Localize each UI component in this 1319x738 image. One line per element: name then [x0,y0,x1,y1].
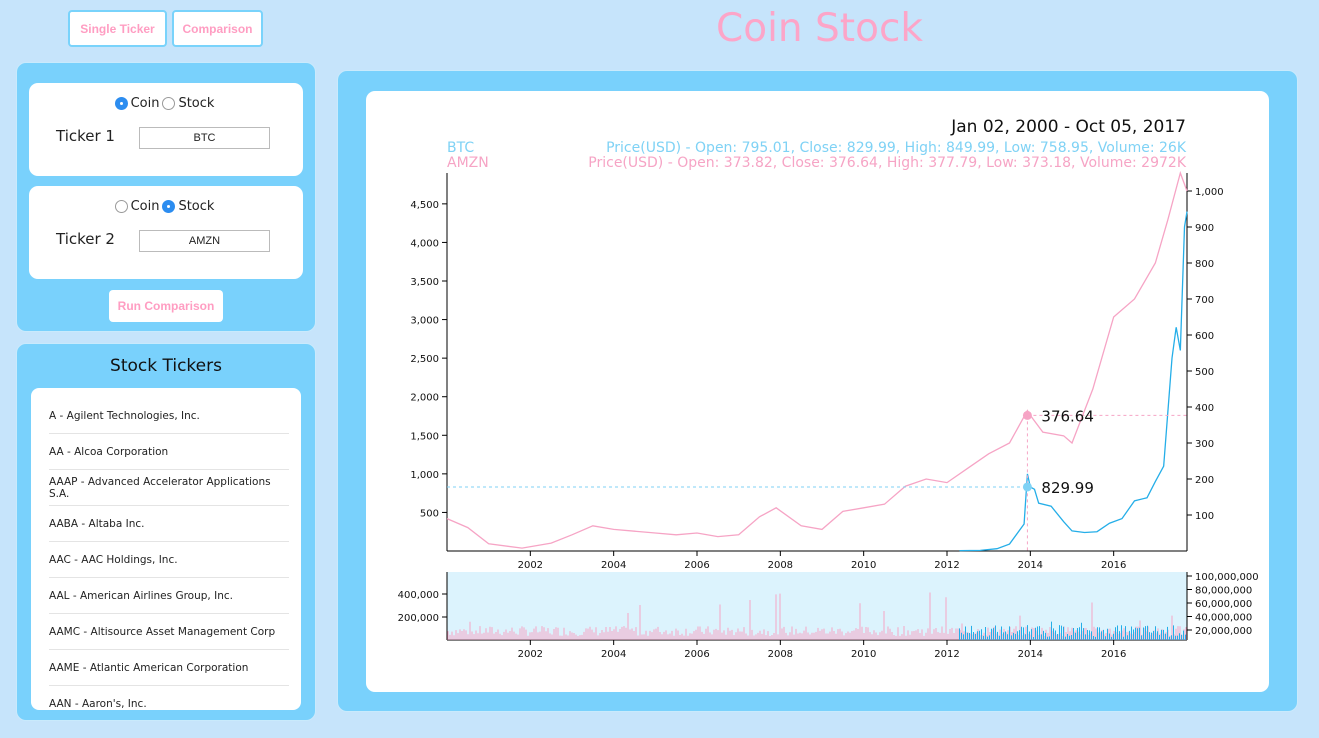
ticker-1-coin-label: Coin [130,96,160,111]
volume-x-tick-label: 2012 [934,649,959,660]
volume-right-tick-label: 40,000,000 [1195,613,1252,624]
btc-marker [1022,482,1032,492]
left-tick-label: 4,000 [410,238,439,249]
list-item[interactable]: A - Agilent Technologies, Inc. [49,398,289,434]
ticker-1-input[interactable] [139,127,270,149]
right-tick-label: 700 [1195,295,1214,306]
stock-tickers-panel: Stock Tickers A - Agilent Technologies, … [16,343,316,721]
volume-x-tick-label: 2002 [518,649,543,660]
btc-legend-name: BTC [447,140,474,156]
amzn-marker-value: 376.64 [1041,407,1094,425]
x-tick-label: 2012 [934,560,959,571]
ticker-1-stock-label: Stock [178,96,215,111]
right-tick-label: 1,000 [1195,187,1224,198]
left-tick-label: 4,500 [410,200,439,211]
amzn-marker [1022,410,1032,420]
left-tick-label: 1,500 [410,431,439,442]
list-item[interactable]: AAME - Atlantic American Corporation [49,650,289,686]
left-tick-label: 2,000 [410,393,439,404]
volume-left-tick-label: 200,000 [398,613,439,624]
amzn-price-line [446,170,1188,549]
volume-x-tick-label: 2006 [684,649,709,660]
left-tick-label: 1,000 [410,470,439,481]
x-tick-label: 2014 [1018,560,1043,571]
x-tick-label: 2004 [601,560,626,571]
x-tick-label: 2002 [518,560,543,571]
ticker-2-label: Ticker 2 [56,230,115,248]
ticker-1-stock-radio[interactable] [162,97,176,110]
price-chart[interactable]: Jan 02, 2000 - Oct 05, 2017 BTC Price(US… [366,91,1269,692]
left-tick-label: 2,500 [410,354,439,365]
stock-tickers-list[interactable]: A - Agilent Technologies, Inc. AA - Alco… [31,388,301,710]
list-item[interactable]: AAN - Aaron's, Inc. [49,686,289,710]
stock-tickers-title: Stock Tickers [110,356,222,376]
left-tick-label: 3,500 [410,277,439,288]
right-tick-label: 900 [1195,223,1214,234]
right-tick-label: 100 [1195,511,1214,522]
right-tick-label: 500 [1195,367,1214,378]
ticker-2-stock-label: Stock [178,199,215,214]
ticker-1-label: Ticker 1 [56,127,115,145]
comparison-form-panel: Coin Stock Ticker 1 Coin Stock Ticker 2 … [16,62,316,332]
volume-left-tick-label: 400,000 [398,590,439,601]
ticker-2-coin-label: Coin [130,199,160,214]
list-item[interactable]: AAL - American Airlines Group, Inc. [49,578,289,614]
ticker-2-type-radios: Coin Stock [29,199,303,214]
right-tick-label: 800 [1195,259,1214,270]
volume-x-tick-label: 2004 [601,649,626,660]
ticker-2-input[interactable] [139,230,270,252]
ticker-1-type-radios: Coin Stock [29,96,303,111]
ticker-2-stock-radio[interactable] [162,200,176,213]
volume-x-tick-label: 2008 [768,649,793,660]
app-title: Coin Stock [716,6,923,51]
volume-right-tick-label: 100,000,000 [1195,572,1259,583]
chart-panel: Jan 02, 2000 - Oct 05, 2017 BTC Price(US… [337,70,1298,712]
amzn-price-info: Price(USD) - Open: 373.82, Close: 376.64… [588,155,1187,171]
list-item[interactable]: AAMC - Altisource Asset Management Corp [49,614,289,650]
right-tick-label: 600 [1195,331,1214,342]
left-tick-label: 500 [420,508,439,519]
btc-price-line [959,211,1188,552]
single-ticker-button[interactable]: Single Ticker [68,10,167,47]
date-range: Jan 02, 2000 - Oct 05, 2017 [950,117,1186,137]
right-tick-label: 300 [1195,439,1214,450]
volume-x-tick-label: 2014 [1018,649,1043,660]
left-tick-label: 3,000 [410,316,439,327]
chart-card: Jan 02, 2000 - Oct 05, 2017 BTC Price(US… [366,91,1269,692]
volume-right-tick-label: 80,000,000 [1195,586,1252,597]
ticker-2-card: Coin Stock Ticker 2 [29,186,303,279]
volume-right-tick-label: 60,000,000 [1195,599,1252,610]
right-tick-label: 200 [1195,475,1214,486]
x-tick-label: 2006 [684,560,709,571]
run-comparison-button[interactable]: Run Comparison [109,290,223,322]
x-tick-label: 2016 [1101,560,1126,571]
volume-x-tick-label: 2016 [1101,649,1126,660]
comparison-button[interactable]: Comparison [172,10,263,47]
right-tick-label: 400 [1195,403,1214,414]
volume-right-tick-label: 20,000,000 [1195,626,1252,637]
list-item[interactable]: AAAP - Advanced Accelerator Applications… [49,470,289,506]
btc-price-info: Price(USD) - Open: 795.01, Close: 829.99… [606,140,1187,156]
x-tick-label: 2008 [768,560,793,571]
list-item[interactable]: AA - Alcoa Corporation [49,434,289,470]
amzn-legend-name: AMZN [447,155,489,171]
ticker-2-coin-radio[interactable] [114,200,128,213]
ticker-1-coin-radio[interactable] [114,97,128,110]
volume-x-tick-label: 2010 [851,649,876,660]
list-item[interactable]: AAC - AAC Holdings, Inc. [49,542,289,578]
ticker-1-card: Coin Stock Ticker 1 [29,83,303,176]
list-item[interactable]: AABA - Altaba Inc. [49,506,289,542]
x-tick-label: 2010 [851,560,876,571]
btc-marker-value: 829.99 [1041,479,1094,497]
